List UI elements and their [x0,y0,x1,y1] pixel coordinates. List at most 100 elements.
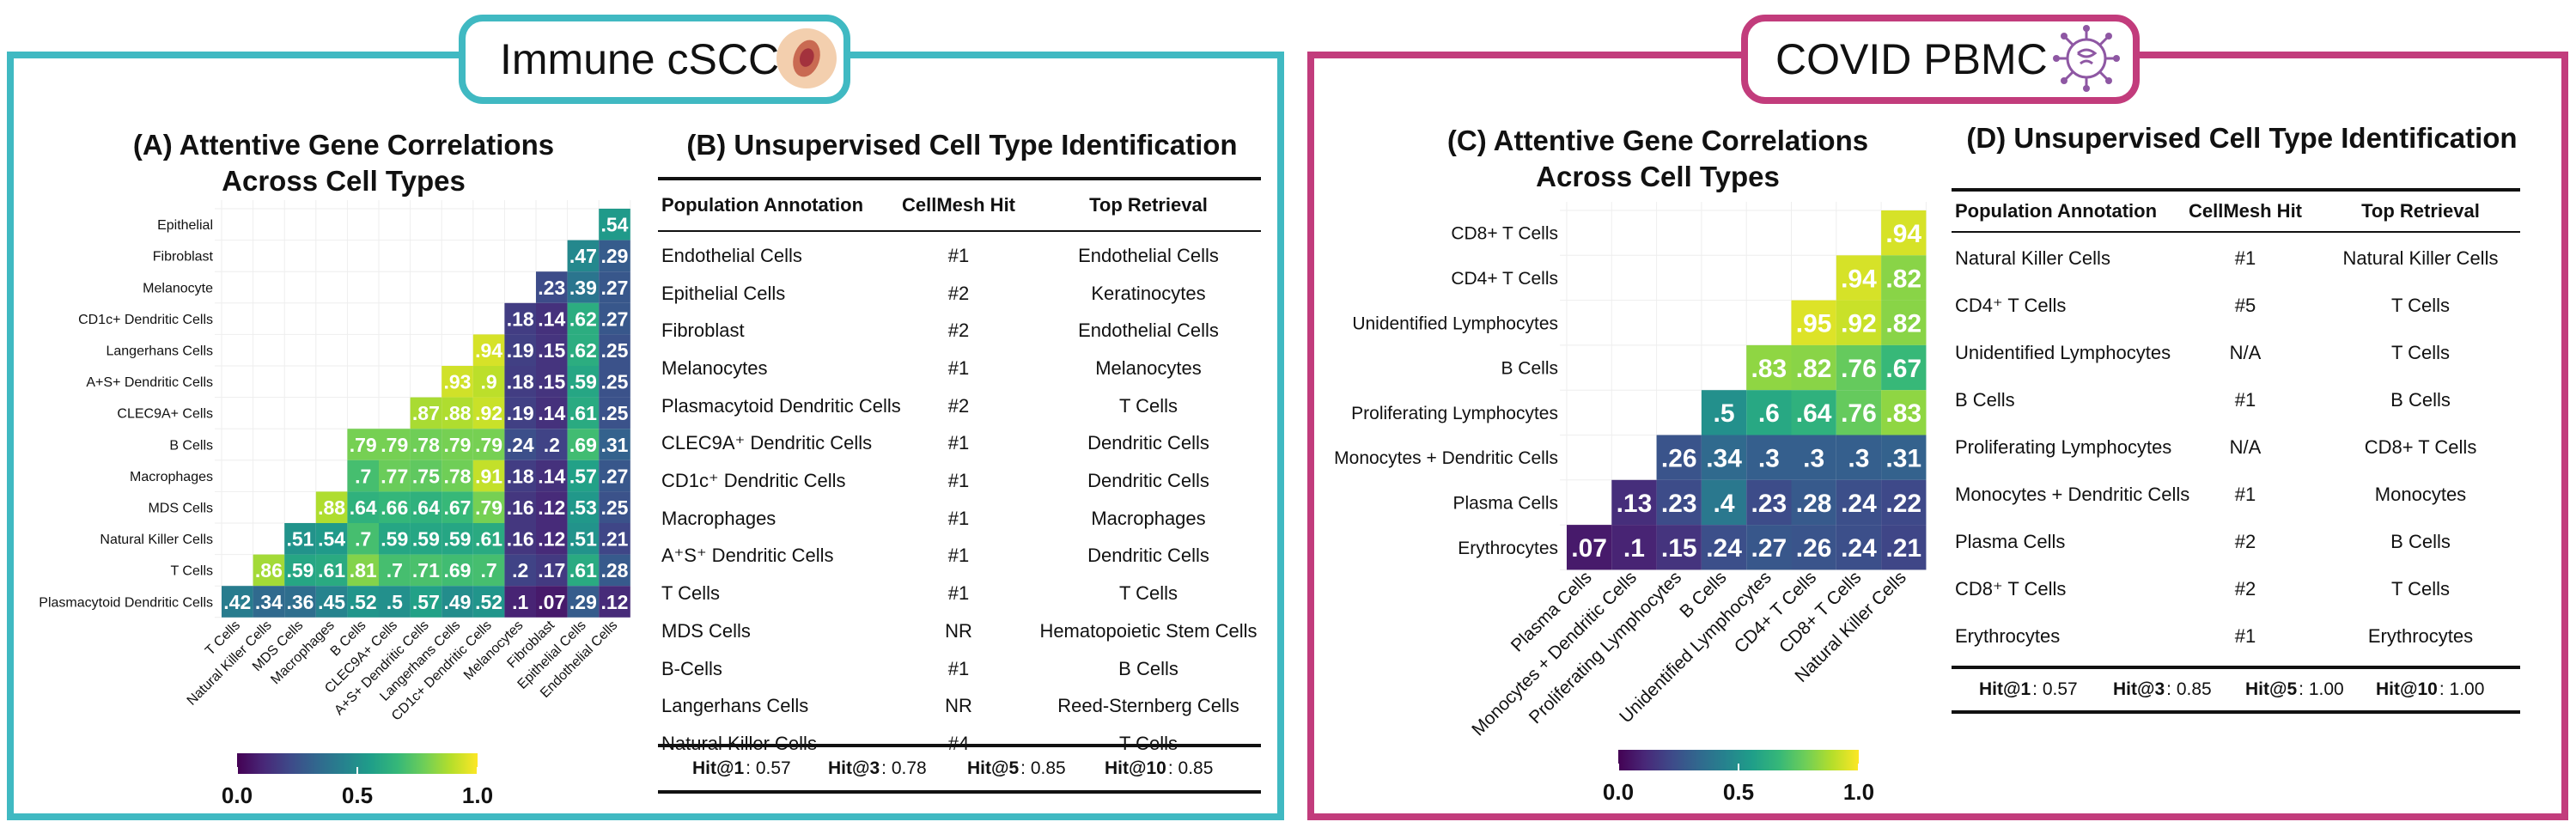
heatmap-value-label: .77 [381,465,408,487]
heatmap-cell [599,523,630,555]
column-header: Population Annotation [661,194,864,216]
table-cell: #2 [947,282,970,304]
heatmap-value-label: .71 [412,559,440,581]
heatmap-value-label: .54 [601,214,629,236]
heatmap-cell [1836,390,1882,435]
heatmap-cell [504,397,536,429]
table-cell: B Cells [2390,388,2451,411]
heatmap-row-label: Melanocyte [143,281,213,295]
heatmap-value-label: .59 [381,528,408,551]
heatmap-row-label: CD1c+ Dendritic Cells [78,313,213,327]
heatmap-value-label: .78 [444,465,472,487]
table-cell: T Cells [661,582,721,605]
heatmap-row-label: A+S+ Dendritic Cells [86,375,213,390]
heatmap-value-label: .67 [1885,355,1921,383]
table-row: Langerhans Cells NR Reed-Sternberg Cells [658,687,1261,725]
heatmap-value-label: .76 [1841,355,1877,383]
heatmap-row-label: B Cells [169,438,213,453]
heatmap-value-label: .24 [507,434,534,456]
heatmap-value-label: .28 [1796,490,1832,518]
heatmap-cell [567,523,600,555]
table-cell: #1 [947,507,970,529]
table-header: Population Annotation CellMesh Hit Top Ret… [1952,192,2520,233]
table-row: Natural Killer Cells #1 Natural Killer Cel… [1952,234,2520,282]
heatmap-value-label: .59 [287,559,314,581]
heatmap-cell [599,302,630,335]
heatmap-value-label: .28 [601,559,629,581]
hit-metric-label: Hit@1 [1979,679,2031,699]
heatmap-value-label: .26 [1796,534,1832,563]
table-cell: Natural Killer Cells [1955,247,2110,269]
heatmap-cell [536,334,568,366]
heatmap-a-title-line2: Across Cell Types [222,165,466,197]
heatmap-cell [379,460,411,492]
heatmap-value-label: .07 [538,591,565,613]
heatmap-cell [567,271,600,303]
heatmap-cell [472,554,505,587]
heatmap-value-label: .62 [569,339,597,362]
heatmap-cell [410,554,442,587]
heatmap-value-label: .24 [1841,534,1877,563]
table-cell: #1 [2234,388,2256,411]
heatmap-row-label: B Cells [1501,359,1558,379]
heatmap-value-label: .7 [387,559,403,581]
heatmap-value-label: .52 [475,591,502,613]
heatmap-cell [222,586,253,618]
heatmap-cell [284,586,316,618]
heatmap-cell [1881,435,1927,480]
heatmap-value-label: .57 [412,591,440,613]
heatmap-cell [504,334,536,366]
heatmap-value-label: .52 [350,591,377,613]
table-d: Population Annotation CellMesh Hit Top Ret… [1952,188,2520,714]
heatmap-value-label: .59 [569,371,597,393]
table-cell: MDS Cells [661,619,751,642]
hit-metric-label: Hit@3 [828,758,880,778]
heatmap-cell [379,523,411,555]
heatmap-cell [347,523,379,555]
heatmap-row-label: CD4+ T Cells [1451,269,1558,289]
heatmap-cell [536,491,568,523]
heatmap-row-label: Unidentified Lymphocytes [1352,314,1558,333]
table-row: Unidentified Lymphocytes N/A T Cells [1952,329,2520,376]
hit-metric: Hit@5: 0.85 [967,747,1066,790]
hit-metric-value: : 0.85 [1167,758,1214,778]
heatmap-cell [284,554,316,587]
heatmap-value-label: .25 [601,371,629,393]
heatmap-cell [536,429,568,460]
heatmap-value-label: .26 [1661,444,1697,472]
hit-metric-label: Hit@1 [692,758,745,778]
heatmap-row-label: CD8+ T Cells [1451,224,1558,244]
hit-metric: Hit@1: 0.57 [1979,669,2078,710]
table-cell: T Cells [1118,732,1178,754]
table-row: Epithelial Cells #2 Keratinocytes [658,275,1261,313]
heatmap-cell [379,491,411,523]
table-row: Melanocytes #1 Melanocytes [658,350,1261,387]
heatmap-cell [1746,435,1792,480]
table-cell: CLEC9A⁺ Dendritic Cells [661,432,873,454]
heatmap-value-label: .1 [512,591,528,613]
heatmap-value-label: .3 [1803,444,1824,472]
table-cell: B Cells [2390,530,2451,552]
heatmap-cell [442,397,473,429]
heatmap-value-label: .61 [318,559,345,581]
heatmap-value-label: .82 [1885,265,1921,293]
heatmap-value-label: .21 [1885,534,1921,563]
heatmap-cell [536,586,568,618]
hit-metric-value: : 0.78 [881,758,927,778]
table-cell: Plasmacytoid Dendritic Cells [661,394,901,417]
heatmap-cell [379,586,411,618]
heatmap-cell [347,554,379,587]
heatmap-value-label: .27 [601,277,629,299]
table-b-title: (B) Unsupervised Cell Type Identificatio… [686,129,1238,161]
heatmap-value-label: .25 [601,402,629,424]
heatmap-value-label: .61 [569,559,597,581]
hit-metric: Hit@10: 0.85 [1105,747,1213,790]
table-row: B-Cells #1 B Cells [658,650,1261,688]
heatmap-value-label: .25 [601,496,629,519]
heatmap-cell [599,271,630,303]
heatmap-value-label: .54 [318,528,345,551]
heatmap-cell [1881,210,1927,256]
heatmap-value-label: .78 [412,434,440,456]
heatmap-col-label: Monocytes + Dendritic Cells [1468,568,1641,740]
heatmap-cell [536,302,568,335]
